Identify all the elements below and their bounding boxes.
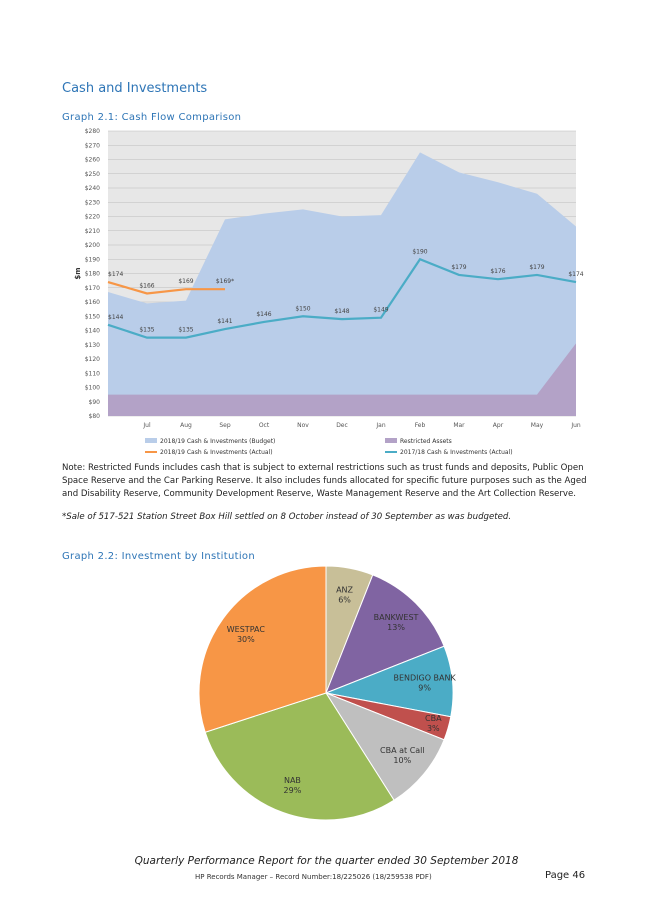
- graph-title: Graph 2.2: Investment by Institution: [62, 551, 255, 562]
- slice-value: 6%: [338, 596, 351, 605]
- slice-value: 9%: [418, 684, 431, 693]
- data-label: $149: [373, 307, 388, 314]
- sale-note: *Sale of 517-521 Station Street Box Hill…: [62, 512, 512, 522]
- data-label: $176: [490, 268, 505, 275]
- y-tick-label: $130: [85, 342, 100, 349]
- graph-title: Graph 2.1: Cash Flow Comparison: [62, 112, 242, 123]
- y-tick-label: $180: [85, 271, 100, 278]
- slice-label: BANKWEST: [374, 613, 419, 622]
- data-label: $179: [529, 264, 544, 271]
- x-tick-label: Mar: [453, 422, 465, 429]
- data-label: $174: [108, 271, 123, 278]
- x-tick-label: Jan: [375, 422, 385, 429]
- legend-label: 2017/18 Cash & Investments (Actual): [400, 449, 513, 456]
- footer-title: Quarterly Performance Report for the qua…: [134, 855, 519, 867]
- note: Note: Restricted Funds includes cash tha…: [62, 463, 587, 499]
- slice-value: 3%: [427, 724, 440, 733]
- slice-label: CBA at Call: [380, 746, 425, 755]
- slice-label: NAB: [284, 776, 301, 785]
- x-tick-label: Jun: [570, 422, 581, 429]
- x-tick-label: Oct: [259, 422, 270, 429]
- y-tick-label: $80: [89, 413, 101, 420]
- data-label: $179: [451, 264, 466, 271]
- data-label: $144: [108, 314, 123, 321]
- data-label: $135: [139, 327, 154, 334]
- area: [108, 343, 576, 416]
- slice-label: WESTPAC: [227, 625, 266, 634]
- area: [108, 152, 576, 416]
- slice-value: 13%: [387, 623, 405, 632]
- y-tick-label: $150: [85, 313, 100, 320]
- y-tick-label: $140: [85, 328, 100, 335]
- record-number: HP Records Manager – Record Number:18/22…: [195, 873, 432, 881]
- y-tick-label: $100: [85, 385, 100, 392]
- line: [107, 280, 225, 295]
- x-tick-label: Dec: [336, 422, 348, 429]
- x-tick-label: Nov: [297, 422, 309, 429]
- legend-label: 2018/19 Cash & Investments (Budget): [160, 438, 275, 445]
- slice-label: ANZ: [336, 586, 353, 595]
- x-tick-label: Jul: [142, 422, 151, 429]
- data-label: $150: [295, 305, 310, 312]
- data-label: $141: [217, 318, 232, 325]
- pie-slice: [204, 692, 395, 821]
- y-tick-label: $190: [85, 256, 100, 263]
- legend-label: 2018/19 Cash & Investments (Actual): [160, 449, 273, 456]
- y-tick-label: $270: [85, 142, 100, 149]
- x-tick-label: May: [531, 422, 544, 429]
- pie-slice: [325, 574, 445, 694]
- x-tick-label: Aug: [180, 422, 192, 429]
- data-label: $169: [178, 278, 193, 285]
- x-tick-label: Feb: [415, 422, 426, 429]
- slice-label: CBA: [425, 714, 442, 723]
- y-tick-label: $230: [85, 199, 100, 206]
- y-tick-label: $110: [85, 370, 100, 377]
- y-tick-label: $160: [85, 299, 100, 306]
- slice-value: 30%: [237, 635, 255, 644]
- slice-value: 29%: [284, 786, 302, 795]
- data-label: $174: [568, 271, 583, 278]
- y-tick-label: $90: [89, 399, 101, 406]
- y-tick-label: $260: [85, 157, 100, 164]
- pie-slice: [198, 565, 327, 733]
- data-label: $169*: [216, 278, 234, 285]
- y-tick-label: $250: [85, 171, 100, 178]
- y-tick-label: $240: [85, 185, 100, 192]
- y-tick-label: $280: [85, 128, 100, 135]
- x-tick-label: Apr: [493, 422, 504, 429]
- y-tick-label: $170: [85, 285, 100, 292]
- slice-value: 10%: [393, 756, 411, 765]
- legend-swatch: [145, 438, 157, 443]
- y-tick-label: $120: [85, 356, 100, 363]
- legend-swatch: [385, 438, 397, 443]
- y-tick-label: $220: [85, 214, 100, 221]
- pie-slice: [324, 691, 445, 801]
- legend-label: Restricted Assets: [400, 438, 452, 445]
- x-tick-label: Sep: [219, 422, 231, 429]
- y-tick-label: $200: [85, 242, 100, 249]
- y-axis-label: $m: [74, 267, 82, 279]
- y-tick-label: $210: [85, 228, 100, 235]
- data-label: $190: [412, 248, 427, 255]
- data-label: $166: [139, 282, 154, 289]
- data-label: $146: [256, 311, 271, 318]
- data-label: $148: [334, 308, 349, 315]
- page-number: Page 46: [545, 870, 586, 881]
- line: [107, 257, 577, 339]
- heading: Cash and Investments: [62, 81, 208, 96]
- data-label: $135: [178, 327, 193, 334]
- slice-label: BENDIGO BANK: [393, 674, 456, 683]
